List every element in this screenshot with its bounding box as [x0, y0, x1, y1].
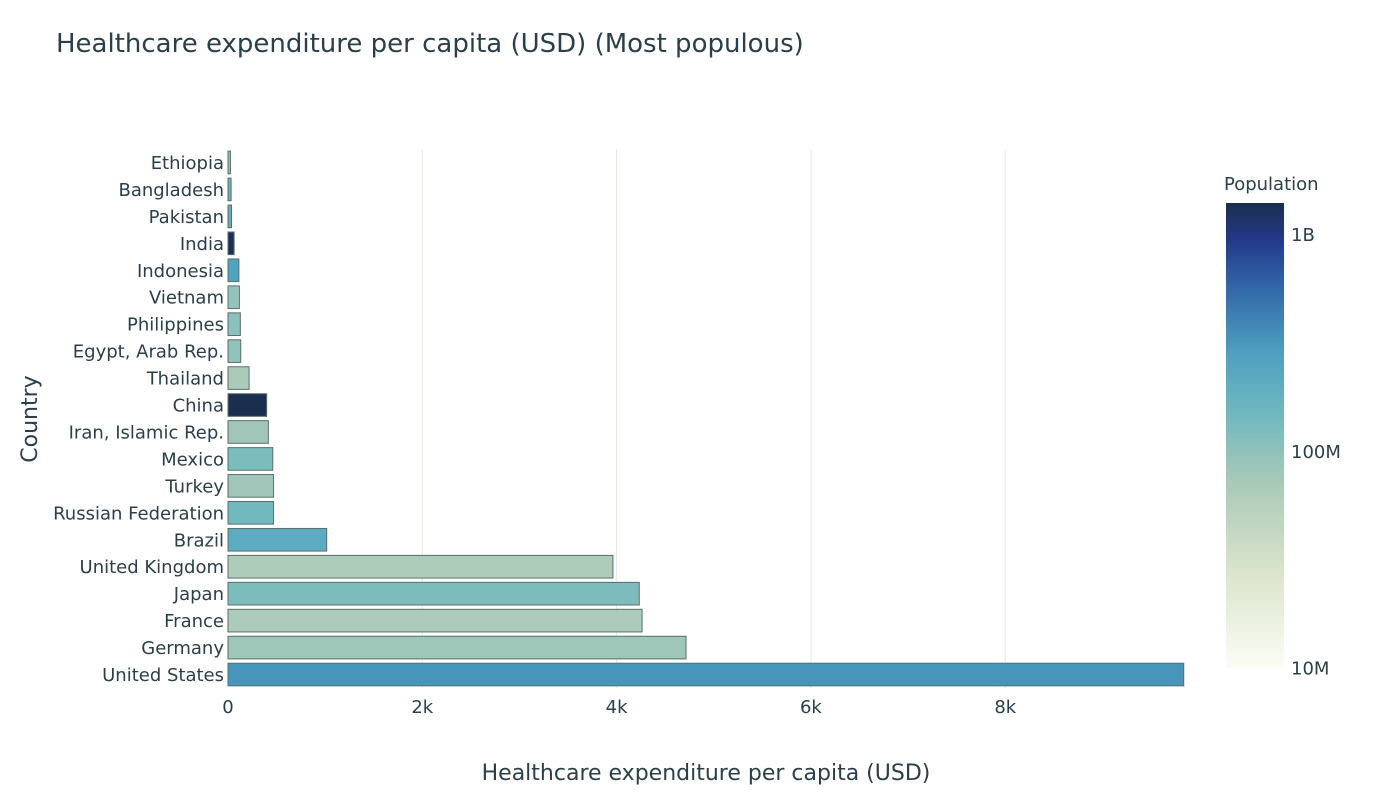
- y-tick-label: Vietnam: [149, 288, 224, 309]
- bar: [227, 420, 269, 444]
- bar: [227, 527, 328, 552]
- y-tick-label: Ethiopia: [151, 153, 224, 174]
- category-labels: Ethiopia Bangladesh Pakistan India Indonesia…: [53, 153, 224, 686]
- chart-title: Healthcare expenditure per capita (USD) …: [56, 29, 804, 59]
- bar: [227, 285, 240, 310]
- y-tick-label: France: [164, 611, 224, 632]
- y-tick-label: Russian Federation: [53, 503, 224, 524]
- y-tick-label: Germany: [141, 638, 224, 659]
- bar: [227, 635, 687, 660]
- y-tick-label: Brazil: [174, 530, 224, 551]
- colorbar-tick-label: 100M: [1291, 442, 1341, 463]
- bar: [227, 662, 1185, 687]
- colorbar-title: Population: [1224, 174, 1319, 195]
- x-tick-label: 4k: [606, 697, 628, 718]
- colorbar: [1226, 203, 1284, 668]
- y-tick-label: United Kingdom: [80, 557, 224, 578]
- bar: [227, 554, 614, 579]
- y-tick-label: Egypt, Arab Rep.: [73, 342, 224, 363]
- bar: [227, 177, 232, 202]
- y-axis-title: Country: [18, 375, 43, 462]
- bar: [227, 474, 275, 498]
- x-tick-label: 0: [222, 697, 233, 718]
- bar: [227, 231, 235, 256]
- bar: [227, 581, 640, 606]
- bar: [227, 150, 231, 175]
- bar: [227, 447, 274, 471]
- y-tick-label: Thailand: [146, 369, 224, 390]
- y-tick-label: Bangladesh: [118, 180, 224, 201]
- colorbar-legend: Population 10M 100M 1B: [1224, 174, 1341, 680]
- y-tick-label: Pakistan: [149, 207, 224, 228]
- bar: [227, 608, 643, 633]
- y-tick-label: Iran, Islamic Rep.: [69, 422, 224, 443]
- bars: [227, 150, 1185, 687]
- bar: [227, 501, 275, 525]
- x-tick-label: 6k: [800, 697, 822, 718]
- bar: [227, 393, 268, 417]
- y-tick-label: Turkey: [164, 476, 224, 497]
- y-tick-label: India: [180, 234, 224, 255]
- grid-lines: [421, 149, 1006, 688]
- colorbar-tick-label: 1B: [1291, 225, 1315, 246]
- y-tick-label: Japan: [173, 584, 224, 605]
- x-axis-ticks: 0 2k 4k 6k 8k: [222, 697, 1016, 718]
- bar: [227, 258, 240, 283]
- y-tick-label: United States: [102, 665, 224, 686]
- y-tick-label: China: [173, 396, 224, 417]
- bar: [227, 312, 241, 336]
- x-tick-label: 2k: [411, 697, 433, 718]
- colorbar-ticks: 10M 100M 1B: [1291, 225, 1341, 679]
- bar: [227, 204, 232, 229]
- bar: [227, 339, 242, 363]
- y-tick-label: Philippines: [127, 315, 224, 336]
- x-tick-label: 8k: [994, 697, 1016, 718]
- y-tick-label: Indonesia: [137, 261, 224, 282]
- bar: [227, 366, 250, 390]
- y-tick-label: Mexico: [161, 449, 224, 470]
- x-axis-title: Healthcare expenditure per capita (USD): [482, 761, 931, 786]
- colorbar-tick-label: 10M: [1291, 659, 1329, 680]
